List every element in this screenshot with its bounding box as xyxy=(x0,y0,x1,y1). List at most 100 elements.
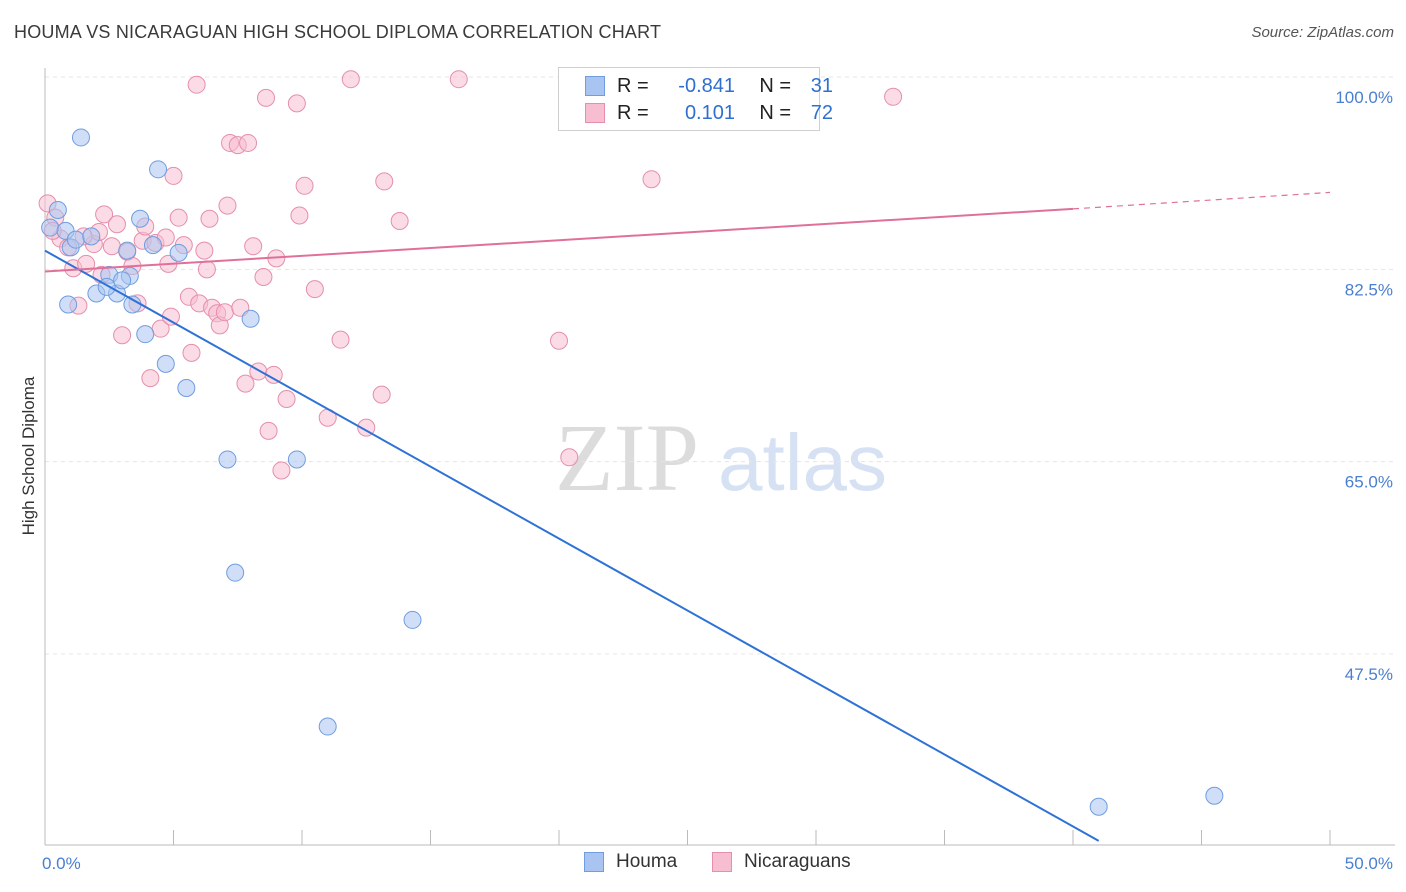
nicaraguans-point xyxy=(249,362,268,381)
x-tick-label: 50.0% xyxy=(1345,854,1393,873)
nicaraguans-point xyxy=(231,298,250,317)
nicaraguans-point xyxy=(215,303,234,322)
nicaraguans-point xyxy=(197,260,216,279)
gridlines xyxy=(45,76,1395,655)
watermark: ZIP atlas xyxy=(555,404,887,511)
legend-swatch-nicaraguans xyxy=(712,852,732,872)
x-tick-labels: 0.0% 50.0% xyxy=(42,854,1393,873)
legend-n-label: N = xyxy=(759,74,791,97)
houma-point xyxy=(156,354,175,373)
nicaraguans-point xyxy=(341,70,360,89)
legend-swatch-houma xyxy=(585,76,605,96)
legend-label-houma: Houma xyxy=(616,851,678,872)
legend-row-nicaraguans: R = 0.101 N = 72 xyxy=(559,99,833,127)
houma-point xyxy=(1089,797,1108,816)
houma-point xyxy=(48,200,67,219)
series-legend: Houma Nicaraguans xyxy=(0,851,1406,879)
houma-point xyxy=(131,209,150,228)
legend-swatch-nicaraguans xyxy=(585,103,605,123)
nicaraguans-point xyxy=(287,94,306,113)
nicaraguans-point xyxy=(200,209,219,228)
nicaraguans-point xyxy=(257,88,276,107)
legend-r-value: 0.101 xyxy=(684,101,735,124)
houma-point xyxy=(241,309,260,328)
houma-point xyxy=(169,243,188,262)
watermark-atlas: atlas xyxy=(718,418,887,507)
nicaraguans-point xyxy=(236,374,255,393)
houma-point xyxy=(136,325,155,344)
nicaraguans-point xyxy=(95,205,114,224)
legend-swatch-houma xyxy=(584,852,604,872)
y-axis-title: High School Diploma xyxy=(19,376,38,535)
houma-point xyxy=(82,227,101,246)
houma-point xyxy=(177,379,196,398)
houma-point xyxy=(59,295,78,314)
legend-r-value: -0.841 xyxy=(678,74,735,97)
houma-point xyxy=(287,450,306,469)
trend-lines xyxy=(44,191,1331,842)
nicaraguans-point xyxy=(277,390,296,409)
nicaraguans-point xyxy=(254,268,273,287)
nicaraguans-point xyxy=(169,208,188,227)
nicaraguans-point xyxy=(218,196,237,215)
nicaraguans-point xyxy=(372,385,391,404)
legend-row-houma: R = -0.841 N = 31 xyxy=(559,72,833,100)
nicaraguans-point xyxy=(331,330,350,349)
nicaraguans-point xyxy=(884,87,903,106)
houma-point xyxy=(218,450,237,469)
nicaraguans-trend-line xyxy=(44,207,1074,273)
nicaraguans-point xyxy=(164,166,183,185)
y-tick-label: 47.5% xyxy=(1345,665,1393,684)
nicaraguans-point xyxy=(195,241,214,260)
legend-item-nicaraguans: Nicaraguans xyxy=(712,851,851,873)
watermark-zip: ZIP xyxy=(555,404,699,511)
houma-point xyxy=(113,271,132,290)
y-tick-labels: 100.0% 82.5% 65.0% 47.5% xyxy=(1335,88,1393,684)
source-label: Source: ZipAtlas.com xyxy=(1251,24,1394,41)
nicaraguans-point xyxy=(107,215,126,234)
nicaraguans-point xyxy=(239,133,258,152)
nicaraguans-point xyxy=(182,343,201,362)
nicaraguans-point xyxy=(113,326,132,345)
x-tick-label: 0.0% xyxy=(42,854,81,873)
nicaraguans-point xyxy=(390,211,409,230)
nicaraguans-point xyxy=(295,176,314,195)
nicaraguans-point xyxy=(272,461,291,480)
houma-point xyxy=(118,241,137,260)
legend-item-houma: Houma xyxy=(584,851,677,873)
nicaraguans-point xyxy=(161,307,180,326)
data-points xyxy=(38,70,1224,816)
nicaraguans-point xyxy=(187,75,206,94)
y-tick-label: 82.5% xyxy=(1345,280,1393,299)
legend-r-label: R = xyxy=(617,101,649,124)
nicaraguans-point xyxy=(550,331,568,350)
houma-point xyxy=(1205,786,1224,805)
houma-point xyxy=(149,160,168,179)
stats-legend: R = -0.841 N = 31 R = 0.101 N = 72 xyxy=(558,67,833,131)
nicaraguans-point xyxy=(305,280,324,299)
houma-point xyxy=(143,236,162,255)
nicaraguans-point xyxy=(259,421,278,440)
nicaraguans-point xyxy=(102,237,121,256)
legend-n-value: 72 xyxy=(810,101,833,124)
houma-point xyxy=(71,128,90,147)
nicaraguans-point xyxy=(375,172,394,191)
nicaraguans-point xyxy=(244,237,263,256)
legend-r-label: R = xyxy=(617,74,649,97)
houma-point xyxy=(226,563,245,582)
houma-point xyxy=(403,610,422,629)
houma-point xyxy=(318,717,337,736)
legend-n-label: N = xyxy=(759,101,791,124)
houma-point xyxy=(66,230,85,249)
nicaraguans-point xyxy=(290,206,309,225)
nicaraguans-point xyxy=(560,448,579,467)
legend-n-value: 31 xyxy=(810,74,833,97)
y-tick-label: 100.0% xyxy=(1335,88,1393,107)
nicaraguans-point xyxy=(642,170,661,189)
nicaraguans-point xyxy=(449,70,468,89)
legend-label-nicaraguans: Nicaraguans xyxy=(744,851,851,872)
chart-title: HOUMA VS NICARAGUAN HIGH SCHOOL DIPLOMA … xyxy=(14,22,662,42)
houma-point xyxy=(41,218,60,237)
y-tick-label: 65.0% xyxy=(1345,473,1393,492)
